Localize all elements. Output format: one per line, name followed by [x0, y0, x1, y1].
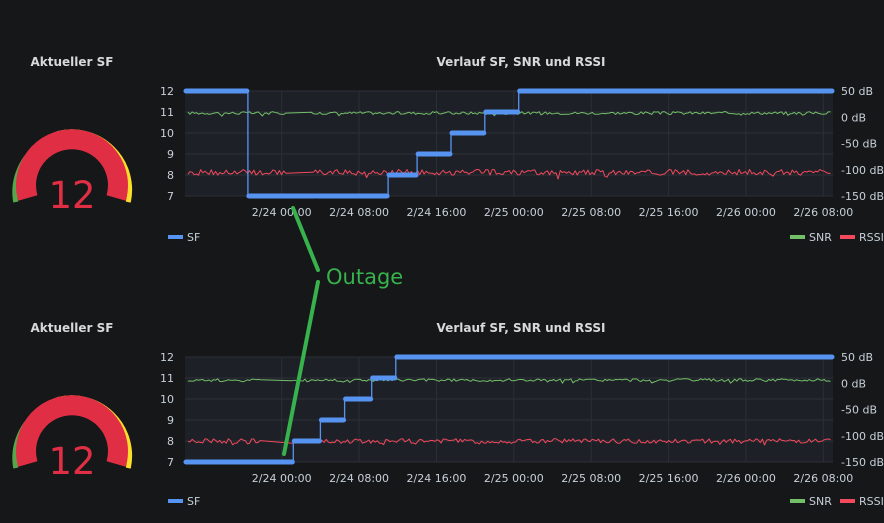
chart-plot: 12 11 10 9 8 7 50 dB 0 dB -50 dB -100 dB -150 dB 2/…: [160, 351, 884, 485]
outage-arrow-upper: [291, 206, 320, 272]
x-tick-label: 2/25 16:00: [639, 472, 699, 485]
legend-label-snr[interactable]: SNR: [809, 231, 832, 244]
y-tick-label-left: 12: [160, 351, 174, 364]
x-tick-label: 2/24 00:00: [252, 472, 312, 485]
legend-swatch-rssi: [840, 235, 855, 239]
y-tick-label-right: 0 dB: [841, 377, 866, 390]
gauge-value: 12: [48, 174, 95, 217]
panel-1: Aktueller SF 12 Verlauf SF, SNR und RSSI…: [12, 55, 884, 244]
gauge-fill: [16, 395, 128, 467]
series-snr-line: [187, 111, 831, 117]
legend-label-rssi[interactable]: RSSI: [859, 231, 884, 244]
y-tick-label-left: 11: [160, 106, 174, 119]
y-tick-label-right: -50 dB: [841, 138, 877, 151]
y-tick-label-left: 7: [167, 190, 174, 203]
y-tick-label-right: -100 dB: [841, 430, 884, 443]
legend-left: SF: [168, 495, 200, 508]
gauge-title: Aktueller SF: [31, 55, 114, 69]
y-tick-label-left: 12: [160, 85, 174, 98]
x-tick-label: 2/26 00:00: [716, 206, 776, 219]
gauge: 12: [12, 129, 133, 217]
x-tick-label: 2/26 00:00: [716, 472, 776, 485]
x-tick-label: 2/25 08:00: [561, 472, 621, 485]
legend-swatch-snr: [790, 499, 805, 503]
y-tick-label-left: 8: [167, 435, 174, 448]
y-tick-label-left: 10: [160, 393, 174, 406]
y-tick-label-right: 50 dB: [841, 85, 873, 98]
legend-swatch-sf: [168, 235, 183, 239]
y-tick-label-right: 0 dB: [841, 111, 866, 124]
y-tick-label-right: -150 dB: [841, 190, 884, 203]
legend-swatch-snr: [790, 235, 805, 239]
series-snr-line: [187, 378, 831, 384]
x-tick-label: 2/24 08:00: [329, 472, 389, 485]
series-rssi-line: [187, 169, 831, 180]
y-tick-label-left: 9: [167, 414, 174, 427]
plot-area: [185, 91, 833, 196]
y-tick-label-left: 9: [167, 148, 174, 161]
gauge-title: Aktueller SF: [31, 321, 114, 335]
x-tick-label: 2/25 00:00: [484, 472, 544, 485]
legend-left: SF: [168, 231, 200, 244]
outage-annotation: Outage: [282, 206, 403, 456]
y-tick-label-right: -150 dB: [841, 456, 884, 469]
outage-label: Outage: [326, 265, 403, 289]
legend-label-sf[interactable]: SF: [187, 495, 200, 508]
x-tick-label: 2/24 08:00: [329, 206, 389, 219]
y-tick-label-left: 11: [160, 372, 174, 385]
outage-arrow-lower: [282, 280, 320, 456]
legend-label-rssi[interactable]: RSSI: [859, 495, 884, 508]
y-tick-label-right: -50 dB: [841, 404, 877, 417]
gauge-value: 12: [48, 440, 95, 483]
legend-right: SNR RSSI: [790, 231, 884, 244]
chart-plot: 12 11 10 9 8 7 50 dB 0 dB -50 dB -100 dB -150 dB 2/…: [160, 85, 884, 219]
y-tick-label-left: 10: [160, 127, 174, 140]
legend-right: SNR RSSI: [790, 495, 884, 508]
x-tick-label: 2/25 16:00: [639, 206, 699, 219]
gauge: 12: [12, 395, 133, 483]
series-sf-steps: [185, 356, 833, 463]
x-tick-label: 2/25 08:00: [561, 206, 621, 219]
legend-swatch-rssi: [840, 499, 855, 503]
x-tick-label: 2/26 08:00: [793, 472, 853, 485]
legend-label-sf[interactable]: SF: [187, 231, 200, 244]
legend-swatch-sf: [168, 499, 183, 503]
x-tick-label: 2/26 08:00: [793, 206, 853, 219]
x-tick-label: 2/25 00:00: [484, 206, 544, 219]
legend-label-snr[interactable]: SNR: [809, 495, 832, 508]
x-tick-label: 2/24 00:00: [252, 206, 312, 219]
chart-title: Verlauf SF, SNR und RSSI: [437, 55, 606, 69]
chart-title: Verlauf SF, SNR und RSSI: [437, 321, 606, 335]
y-tick-label-right: -100 dB: [841, 164, 884, 177]
x-tick-label: 2/24 16:00: [407, 206, 467, 219]
gauge-fill: [16, 129, 128, 201]
y-tick-label-left: 8: [167, 169, 174, 182]
panel-2: Aktueller SF 12 Verlauf SF, SNR und RSSI…: [12, 321, 884, 508]
y-tick-label-right: 50 dB: [841, 351, 873, 364]
x-tick-label: 2/24 16:00: [407, 472, 467, 485]
y-tick-label-left: 7: [167, 456, 174, 469]
